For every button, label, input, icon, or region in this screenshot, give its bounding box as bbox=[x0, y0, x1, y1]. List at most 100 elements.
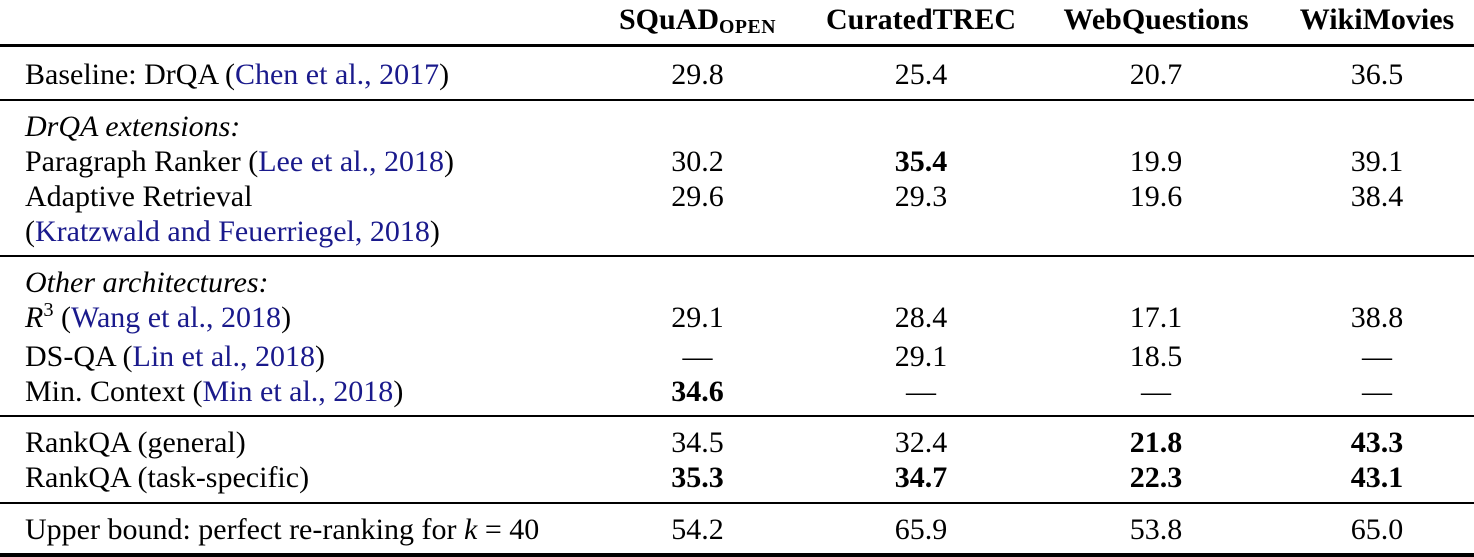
metric-value: 38.4 bbox=[1350, 180, 1404, 213]
metric-value bbox=[810, 214, 1032, 256]
metric-value: 29.8 bbox=[671, 58, 724, 91]
row-label-text: ( bbox=[25, 215, 35, 248]
metric-value bbox=[1280, 256, 1474, 300]
row-label: Baseline: DrQA (Chen et al., 2017) bbox=[0, 46, 585, 101]
row-label-text: Other architectures: bbox=[25, 266, 269, 299]
metric-value: 54.2 bbox=[671, 513, 724, 546]
row-label: (Kratzwald and Feuerriegel, 2018) bbox=[0, 214, 585, 256]
citation-link[interactable]: Kratzwald and Feuerriegel, 2018 bbox=[35, 215, 430, 248]
row-label-text: DrQA extensions: bbox=[25, 110, 241, 143]
citation-link[interactable]: Chen et al., 2017 bbox=[234, 58, 440, 91]
column-header-label: CuratedTREC bbox=[825, 3, 1016, 36]
row-label-text: Baseline: DrQA ( bbox=[25, 58, 235, 91]
table-row: RankQA (general) 34.5 32.4 21.8 43.3 bbox=[0, 416, 1474, 460]
table-row: RankQA (task-specific) 35.3 34.7 22.3 43.1 bbox=[0, 460, 1474, 503]
row-label: Other architectures: bbox=[0, 256, 585, 300]
table-row: Min. Context (Min et al., 2018) 34.6 — — — bbox=[0, 374, 1474, 416]
table-header-row: SQuADOPEN CuratedTREC WebQuestions WikiMovi… bbox=[0, 0, 1474, 46]
table-row: Other architectures: bbox=[0, 256, 1474, 300]
column-header-label: WikiMovies bbox=[1299, 3, 1455, 36]
row-label-text: RankQA (task-specific) bbox=[25, 461, 310, 494]
metric-value: — bbox=[1141, 375, 1171, 408]
row-label: RankQA (task-specific) bbox=[0, 460, 585, 503]
row-label-text: Min. Context ( bbox=[25, 375, 203, 408]
metric-value: 17.1 bbox=[1129, 301, 1183, 334]
row-label-text: Adaptive Retrieval bbox=[25, 180, 253, 213]
metric-value: 34.6 bbox=[671, 375, 724, 408]
citation-link[interactable]: Wang et al., 2018 bbox=[71, 301, 282, 334]
row-label-text: ) bbox=[281, 301, 292, 334]
column-header-label: WebQuestions bbox=[1063, 3, 1249, 36]
metric-value: 43.1 bbox=[1350, 461, 1404, 494]
metric-value: 65.0 bbox=[1350, 513, 1404, 546]
citation-link[interactable]: Lee et al., 2018 bbox=[258, 145, 444, 178]
metric-value: 29.1 bbox=[671, 301, 724, 334]
metric-value: 53.8 bbox=[1129, 513, 1183, 546]
metric-value: 39.1 bbox=[1350, 145, 1404, 178]
metric-value: 20.7 bbox=[1129, 58, 1183, 91]
metric-value: 18.5 bbox=[1129, 340, 1183, 373]
metric-value: 28.4 bbox=[894, 301, 948, 334]
table-row: R3 (Wang et al., 2018) 29.1 28.4 17.1 38.8 bbox=[0, 300, 1474, 339]
metric-value: 35.4 bbox=[894, 145, 948, 178]
row-label: Upper bound: perfect re-ranking for k = … bbox=[0, 503, 585, 555]
metric-value bbox=[1032, 214, 1280, 256]
citation-link[interactable]: Min et al., 2018 bbox=[202, 375, 394, 408]
metric-value bbox=[585, 100, 810, 144]
row-label-text: ) bbox=[429, 215, 440, 248]
row-label-text: ) bbox=[444, 145, 454, 178]
metric-value: 21.8 bbox=[1129, 426, 1183, 459]
metric-value: 29.1 bbox=[894, 340, 948, 373]
table-row: DS-QA (Lin et al., 2018) — 29.1 18.5 — bbox=[0, 339, 1474, 374]
row-label-text: Upper bound: perfect re-ranking for bbox=[25, 513, 464, 546]
row-label: RankQA (general) bbox=[0, 416, 585, 460]
citation-link[interactable]: Lin et al., 2018 bbox=[132, 340, 315, 373]
metric-value: 34.5 bbox=[671, 426, 724, 459]
metric-value: 30.2 bbox=[671, 145, 724, 178]
row-label: Min. Context (Min et al., 2018) bbox=[0, 374, 585, 416]
section-other-architectures: Other architectures: R3 (Wang et al., 201… bbox=[0, 256, 1474, 416]
metric-value: 65.9 bbox=[894, 513, 948, 546]
row-label-text: DS-QA ( bbox=[25, 340, 133, 373]
metric-value: 25.4 bbox=[894, 58, 948, 91]
row-label-text: 3 bbox=[43, 300, 54, 321]
metric-value: — bbox=[1362, 340, 1392, 373]
table-row: Adaptive Retrieval 29.6 29.3 19.6 38.4 bbox=[0, 179, 1474, 214]
row-label-text: = 40 bbox=[477, 513, 540, 546]
metric-value bbox=[1280, 214, 1474, 256]
metric-value: — bbox=[682, 340, 713, 373]
metric-value: — bbox=[1362, 375, 1392, 408]
row-label-text: ) bbox=[439, 58, 450, 91]
metric-value bbox=[810, 256, 1032, 300]
metric-value: 35.3 bbox=[671, 461, 724, 494]
column-header-subscript: OPEN bbox=[719, 15, 776, 38]
column-header-webquestions: WebQuestions bbox=[1032, 0, 1280, 46]
row-label-text: k bbox=[463, 513, 478, 546]
metric-value bbox=[1280, 100, 1474, 144]
metric-value bbox=[1032, 100, 1280, 144]
row-label-text: Paragraph Ranker ( bbox=[25, 145, 259, 178]
section-rankqa: RankQA (general) 34.5 32.4 21.8 43.3 RankQA (… bbox=[0, 416, 1474, 503]
column-header-squad: SQuADOPEN bbox=[585, 0, 810, 46]
section-baseline: Baseline: DrQA (Chen et al., 2017) 29.8 25… bbox=[0, 46, 1474, 101]
table-row: Paragraph Ranker (Lee et al., 2018) 30.2 3… bbox=[0, 144, 1474, 179]
row-label: DrQA extensions: bbox=[0, 100, 585, 144]
row-label-text: R bbox=[25, 301, 44, 334]
column-header-wikimovies: WikiMovies bbox=[1280, 0, 1474, 46]
row-label: DS-QA (Lin et al., 2018) bbox=[0, 339, 585, 374]
column-header-label: SQuAD bbox=[619, 3, 720, 36]
table-row: (Kratzwald and Feuerriegel, 2018) bbox=[0, 214, 1474, 256]
metric-value: 22.3 bbox=[1129, 461, 1183, 494]
column-header-model bbox=[0, 0, 585, 46]
metric-value: 38.8 bbox=[1350, 301, 1404, 334]
metric-value bbox=[1032, 256, 1280, 300]
row-label-text: ) bbox=[314, 340, 325, 373]
metric-value bbox=[810, 100, 1032, 144]
metric-value: 29.3 bbox=[894, 180, 948, 213]
metric-value: 29.6 bbox=[671, 180, 724, 213]
metric-value: 36.5 bbox=[1350, 58, 1404, 91]
table-row: Upper bound: perfect re-ranking for k = … bbox=[0, 503, 1474, 555]
table-row: Baseline: DrQA (Chen et al., 2017) 29.8 25… bbox=[0, 46, 1474, 101]
metric-value: 34.7 bbox=[894, 461, 948, 494]
